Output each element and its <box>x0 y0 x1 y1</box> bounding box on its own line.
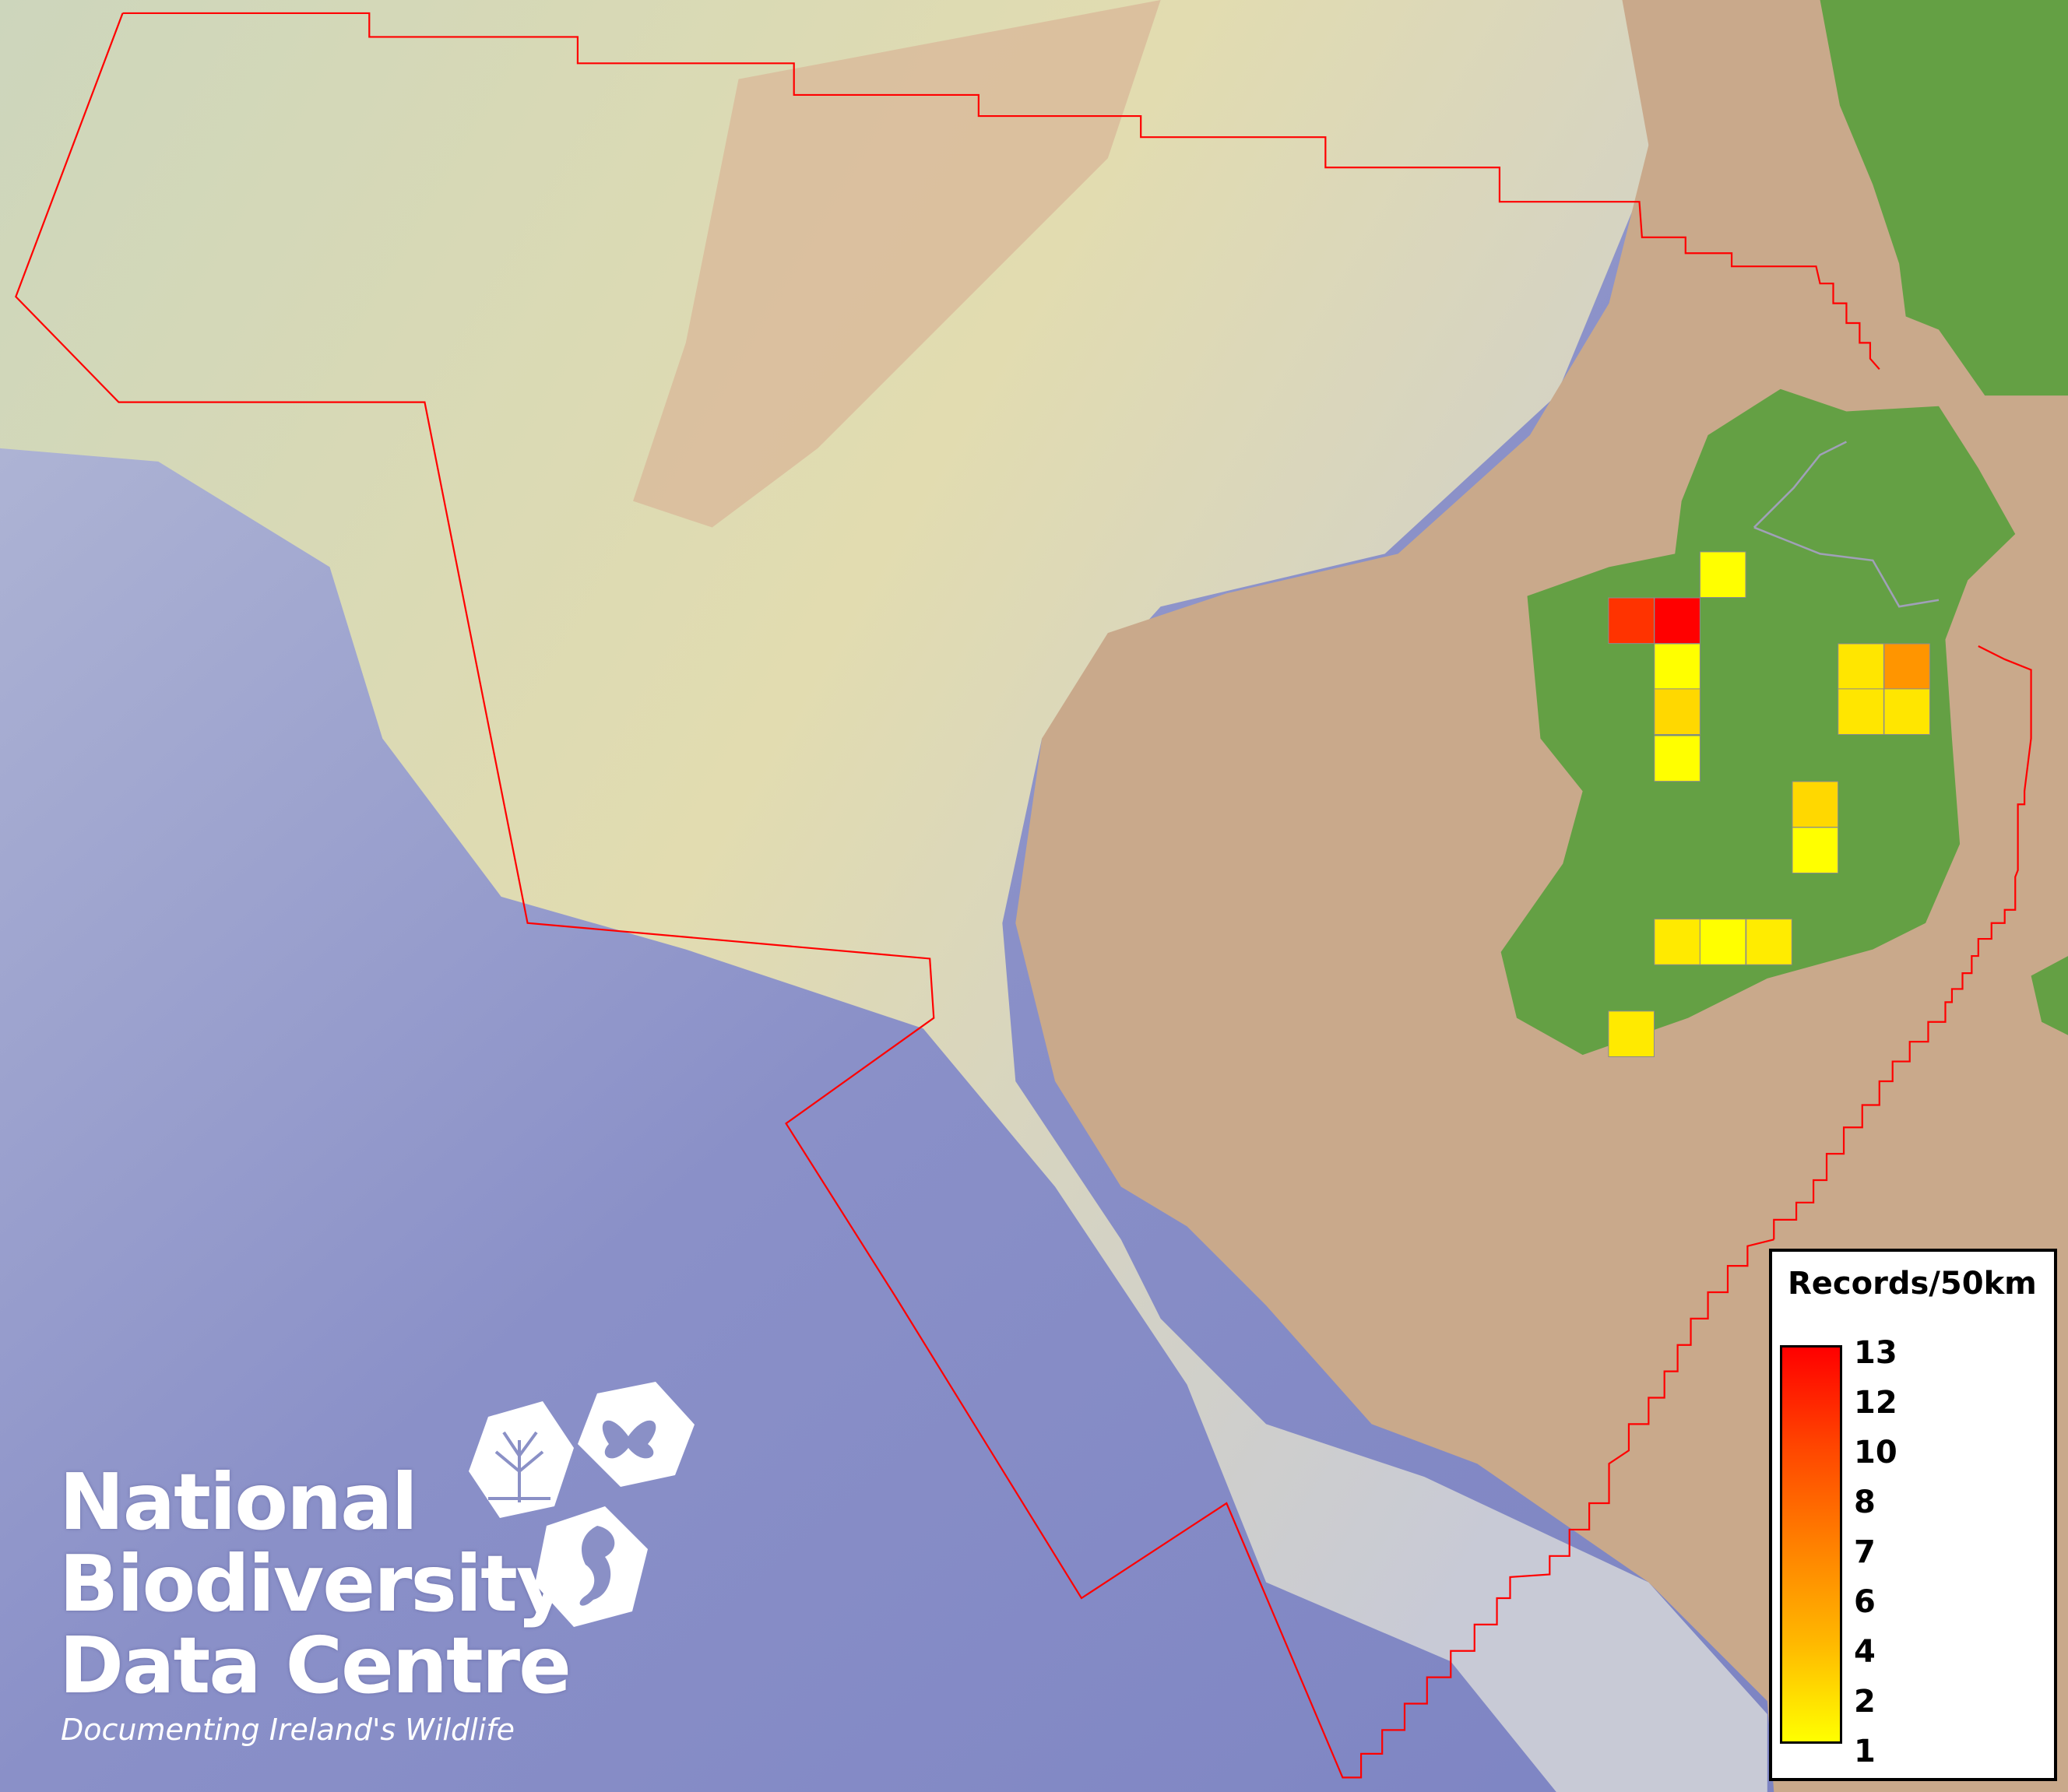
legend-colorbar <box>1780 1345 1842 1744</box>
legend-tick-label: 1 <box>1854 1734 1876 1769</box>
grid-cell[interactable] <box>1699 551 1746 599</box>
legend-tick-label: 13 <box>1854 1335 1897 1371</box>
wales-land <box>2031 956 2068 1035</box>
legend-tick-label: 7 <box>1854 1534 1876 1570</box>
grid-cell[interactable] <box>1883 643 1930 690</box>
tree-hexagon-icon <box>469 1401 574 1518</box>
legend-tick-label: 12 <box>1854 1385 1897 1421</box>
butterfly-hexagon-icon <box>578 1382 695 1487</box>
grid-cell[interactable] <box>1838 688 1884 736</box>
grid-cell[interactable] <box>1654 919 1700 965</box>
grid-cell[interactable] <box>1746 919 1792 965</box>
seahorse-hexagon-icon <box>535 1506 648 1627</box>
logo-text-biodiversity: Biodiversity <box>59 1538 567 1629</box>
logo-text-national: National <box>59 1456 418 1548</box>
legend-tick-label: 2 <box>1854 1684 1876 1720</box>
boundary-lines <box>15 12 2032 1779</box>
logo-tagline: Documenting Ireland's Wildlife <box>61 1713 515 1747</box>
grid-cell[interactable] <box>1654 688 1700 736</box>
logo-text-data-centre: Data Centre <box>59 1620 572 1711</box>
ireland-land <box>1500 388 2016 1056</box>
boundary-east <box>1773 645 2032 1240</box>
boundary-north <box>122 12 1880 371</box>
grid-cell[interactable] <box>1883 688 1930 736</box>
logo-hexagons <box>469 1382 695 1627</box>
grid-cell[interactable] <box>1654 735 1700 782</box>
legend: Records/50km 13 12 10 8 7 6 4 2 1 <box>1769 1249 2057 1781</box>
boundary-west <box>15 12 1774 1779</box>
legend-title: Records/50km <box>1788 1266 2037 1302</box>
scotland-land <box>1820 0 2068 396</box>
legend-tick-label: 6 <box>1854 1584 1876 1620</box>
grid-cell[interactable] <box>1608 1010 1655 1057</box>
grid-cell[interactable] <box>1838 643 1884 690</box>
grid-cell[interactable] <box>1792 827 1839 874</box>
grid-cell[interactable] <box>1792 781 1839 828</box>
legend-tick-label: 4 <box>1854 1634 1876 1670</box>
mid-shelf-relief <box>633 0 1161 528</box>
grid-cell[interactable] <box>1699 919 1746 965</box>
legend-tick-label: 8 <box>1854 1485 1876 1520</box>
northern-ireland-border <box>1753 441 1940 608</box>
continental-shelf <box>0 0 1767 1792</box>
legend-tick-label: 10 <box>1854 1435 1897 1470</box>
grid-cell[interactable] <box>1654 597 1700 645</box>
records-grid <box>1608 551 1930 1057</box>
nbdc-logo: National Biodiversity Data Centre Docume… <box>56 1378 718 1767</box>
grid-cell[interactable] <box>1654 643 1700 690</box>
grid-cell[interactable] <box>1608 597 1655 645</box>
